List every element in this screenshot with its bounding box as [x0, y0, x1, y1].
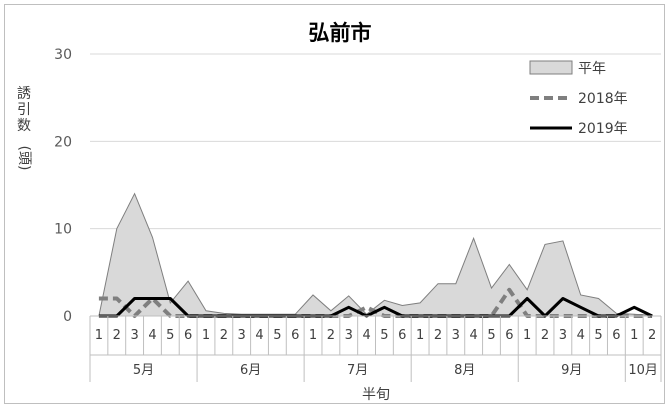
- month-label-3: 8月: [454, 363, 475, 378]
- x-tick-label-16: 5: [380, 328, 388, 343]
- legend-label-2: 2019年: [578, 121, 628, 137]
- x-tick-label-7: 2: [220, 328, 228, 343]
- x-tick-label-25: 2: [541, 328, 549, 343]
- x-tick-label-9: 4: [255, 328, 263, 343]
- x-tick-label-28: 5: [594, 328, 602, 343]
- x-tick-label-13: 2: [327, 328, 335, 343]
- x-tick-label-0: 1: [95, 328, 103, 343]
- chart-title: 弘前市: [309, 21, 372, 45]
- y-axis-title-char-1: 引: [17, 102, 31, 118]
- y-tick-label-0: 0: [63, 309, 72, 325]
- x-tick-label-8: 3: [238, 328, 246, 343]
- y-axis-title-char-0: 誘: [17, 86, 31, 102]
- x-tick-label-3: 4: [148, 328, 156, 343]
- x-tick-label-14: 3: [345, 328, 353, 343]
- x-tick-label-15: 4: [362, 328, 370, 343]
- x-tick-label-17: 6: [398, 328, 406, 343]
- y-tick-label-10: 10: [54, 222, 72, 238]
- month-label-4: 9月: [561, 363, 582, 378]
- y-axis-title-char-2: 数: [17, 118, 31, 134]
- x-axis-title: 半旬: [362, 387, 390, 403]
- x-tick-label-12: 1: [309, 328, 317, 343]
- month-label-1: 6月: [240, 363, 261, 378]
- x-tick-label-24: 1: [523, 328, 531, 343]
- axis-layer: 1 2 3 4 5 6 1 2 3 4 5 6 1 2 3 4 5 6 1 2 3 4 5 6 1 2 3 4 5 6 1 25月 6月 7月 8月…: [89, 315, 662, 382]
- x-tick-label-22: 5: [487, 328, 495, 343]
- x-tick-label-20: 3: [452, 328, 460, 343]
- y-axis-title-char-3: (頭): [16, 146, 32, 171]
- y-tick-label-20: 20: [54, 134, 72, 150]
- legend: 平年 2018年 2019年: [529, 60, 628, 137]
- x-tick-label-30: 1: [630, 328, 638, 343]
- x-tick-label-1: 2: [113, 328, 121, 343]
- series-layer: [98, 192, 653, 318]
- y-tick-label-30: 30: [54, 47, 72, 63]
- series-area-0: [98, 192, 653, 317]
- x-tick-label-2: 3: [130, 328, 138, 343]
- x-tick-label-23: 6: [505, 328, 513, 343]
- legend-label-1: 2018年: [578, 91, 628, 107]
- x-tick-label-19: 2: [434, 328, 442, 343]
- legend-label-0: 平年: [578, 61, 606, 77]
- x-tick-label-26: 3: [559, 328, 567, 343]
- legend-swatch-0: [529, 60, 573, 75]
- month-label-2: 7月: [347, 363, 368, 378]
- x-tick-label-18: 1: [416, 328, 424, 343]
- x-tick-label-27: 4: [577, 328, 585, 343]
- month-label-5: 10月: [628, 363, 658, 378]
- x-tick-label-10: 5: [273, 328, 281, 343]
- x-tick-label-6: 1: [202, 328, 210, 343]
- x-tick-label-21: 4: [470, 328, 478, 343]
- x-tick-label-4: 5: [166, 328, 174, 343]
- x-tick-label-5: 6: [184, 328, 192, 343]
- x-tick-label-31: 2: [648, 328, 656, 343]
- y-axis-title: 誘引数 (頭): [16, 86, 32, 170]
- month-label-0: 5月: [133, 363, 154, 378]
- x-tick-label-29: 6: [612, 328, 620, 343]
- x-tick-label-11: 6: [291, 328, 299, 343]
